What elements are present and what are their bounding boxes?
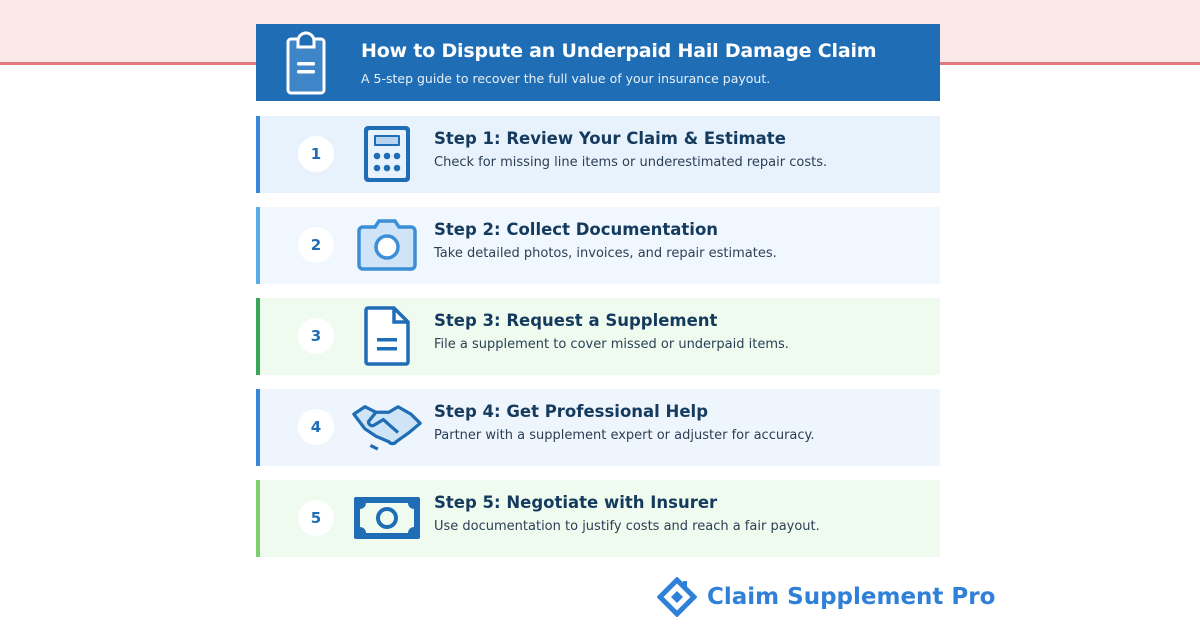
step-number: 3 [298, 318, 334, 354]
divider [940, 62, 1200, 65]
brand-logo: Claim Supplement Pro [657, 577, 995, 617]
step-number: 5 [298, 500, 334, 536]
camera-icon [352, 215, 422, 275]
calculator-icon [352, 124, 422, 184]
step-description: Partner with a supplement expert or adju… [434, 428, 815, 443]
divider [0, 62, 256, 65]
step-description: Use documentation to justify costs and r… [434, 519, 820, 534]
step-row: 2 Step 2: Collect Documentation Take det… [256, 207, 940, 284]
clipboard-icon [286, 31, 326, 95]
step-row: 1 Step 1: Review Your Claim & Estimate C… [256, 116, 940, 193]
step-number: 1 [298, 136, 334, 172]
step-row: 5 Step 5: Negotiate with Insurer Use doc… [256, 480, 940, 557]
step-number: 4 [298, 409, 334, 445]
step-title: Step 3: Request a Supplement [434, 311, 718, 330]
page-subtitle: A 5-step guide to recover the full value… [361, 71, 771, 86]
step-title: Step 4: Get Professional Help [434, 402, 709, 421]
brand-name: Claim Supplement Pro [707, 584, 996, 610]
step-title: Step 5: Negotiate with Insurer [434, 493, 718, 512]
page-title: How to Dispute an Underpaid Hail Damage … [361, 40, 877, 62]
money-icon [352, 488, 422, 548]
step-description: Check for missing line items or underest… [434, 155, 828, 170]
document-icon [352, 306, 422, 366]
step-description: File a supplement to cover missed or und… [434, 337, 789, 352]
step-title: Step 2: Collect Documentation [434, 220, 719, 239]
step-row: 3 Step 3: Request a Supplement File a su… [256, 298, 940, 375]
step-description: Take detailed photos, invoices, and repa… [434, 246, 777, 261]
step-number: 2 [298, 227, 334, 263]
brand-house-icon [657, 577, 697, 617]
step-title: Step 1: Review Your Claim & Estimate [434, 129, 786, 148]
step-row: 4 Step 4: Get Professional Help Partner … [256, 389, 940, 466]
handshake-icon [352, 397, 422, 457]
header-banner: How to Dispute an Underpaid Hail Damage … [256, 24, 940, 101]
